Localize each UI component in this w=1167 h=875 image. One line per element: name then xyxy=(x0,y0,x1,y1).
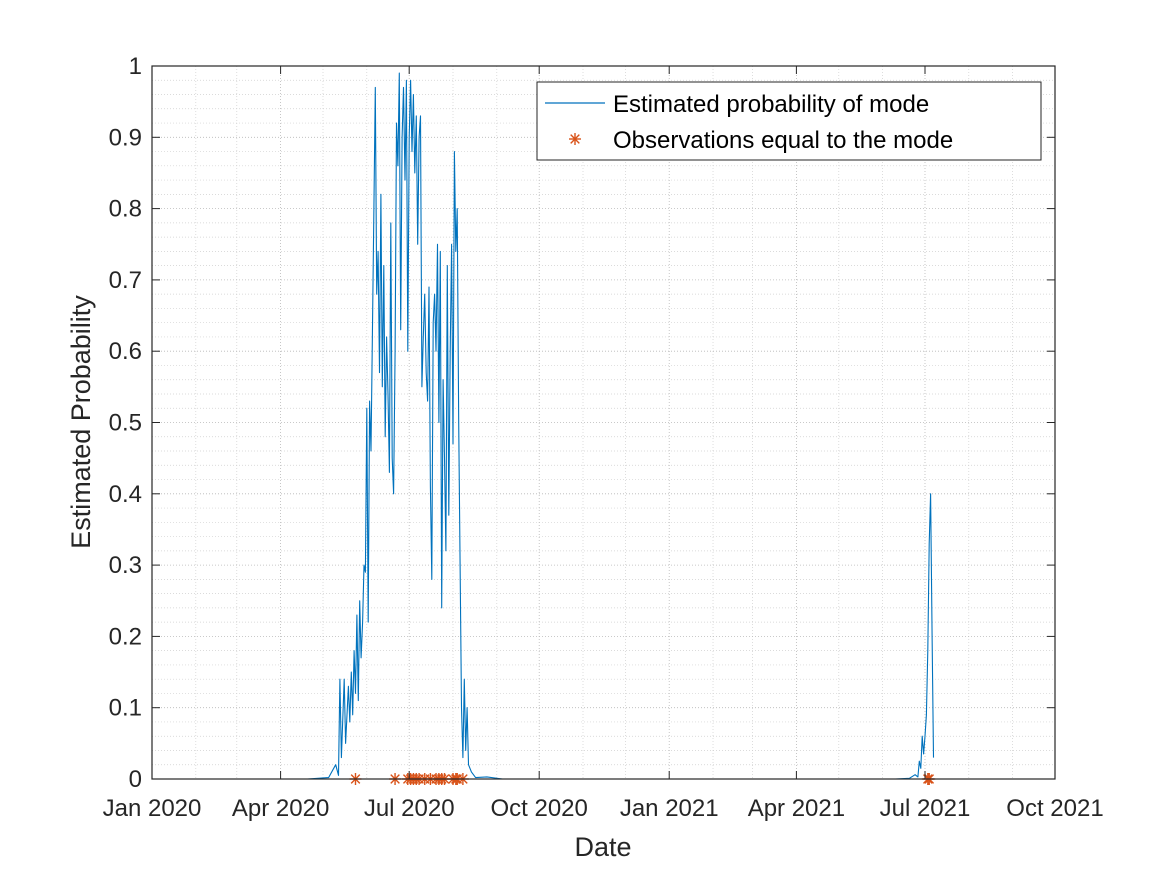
legend-marker-sample xyxy=(569,133,581,145)
x-tick-label: Apr 2020 xyxy=(232,795,329,822)
legend-label-series-2: Observations equal to the mode xyxy=(613,127,953,154)
minor-grid xyxy=(152,66,1055,779)
y-tick-label: 0.3 xyxy=(109,552,142,579)
x-tick-label: Jul 2021 xyxy=(880,795,971,822)
marker-stroke xyxy=(570,134,580,144)
y-axis-label: Estimated Probability xyxy=(66,295,96,549)
y-tick-label: 0.9 xyxy=(109,124,142,151)
y-tick-label: 1 xyxy=(129,53,142,80)
legend-asterisk-icon xyxy=(569,133,581,145)
x-tick-label: Apr 2021 xyxy=(748,795,845,822)
legend-label-series-1: Estimated probability of mode xyxy=(613,91,929,118)
x-tick-label: Oct 2021 xyxy=(1006,795,1103,822)
x-tick-label: Jan 2021 xyxy=(620,795,719,822)
y-tick-label: 0.1 xyxy=(109,695,142,722)
legend: Estimated probability of mode Observatio… xyxy=(536,81,1042,161)
x-tick-label: Oct 2020 xyxy=(490,795,587,822)
legend-box xyxy=(536,81,1042,161)
y-tick-label: 0.8 xyxy=(109,196,142,223)
plot-area xyxy=(151,65,1056,785)
y-tick-labels: 0 0.1 0.2 0.3 0.4 0.5 0.6 0.7 0.8 0.9 1 xyxy=(109,53,142,793)
y-tick-label: 0.7 xyxy=(109,267,142,294)
x-tick-labels: Jan 2020 Apr 2020 Jul 2020 Oct 2020 Jan 2021… xyxy=(103,795,1104,822)
y-tick-label: 0.4 xyxy=(109,481,142,508)
series-line-estimated-probability xyxy=(152,72,935,780)
y-tick-label: 0.2 xyxy=(109,623,142,650)
y-tick-label: 0 xyxy=(129,766,142,793)
ticks-layer xyxy=(151,65,1056,780)
y-tick-label: 0.5 xyxy=(109,410,142,437)
x-axis-label: Date xyxy=(574,832,631,862)
x-tick-label: Jul 2020 xyxy=(364,795,455,822)
y-tick-label: 0.6 xyxy=(109,338,142,365)
x-tick-label: Jan 2020 xyxy=(103,795,202,822)
